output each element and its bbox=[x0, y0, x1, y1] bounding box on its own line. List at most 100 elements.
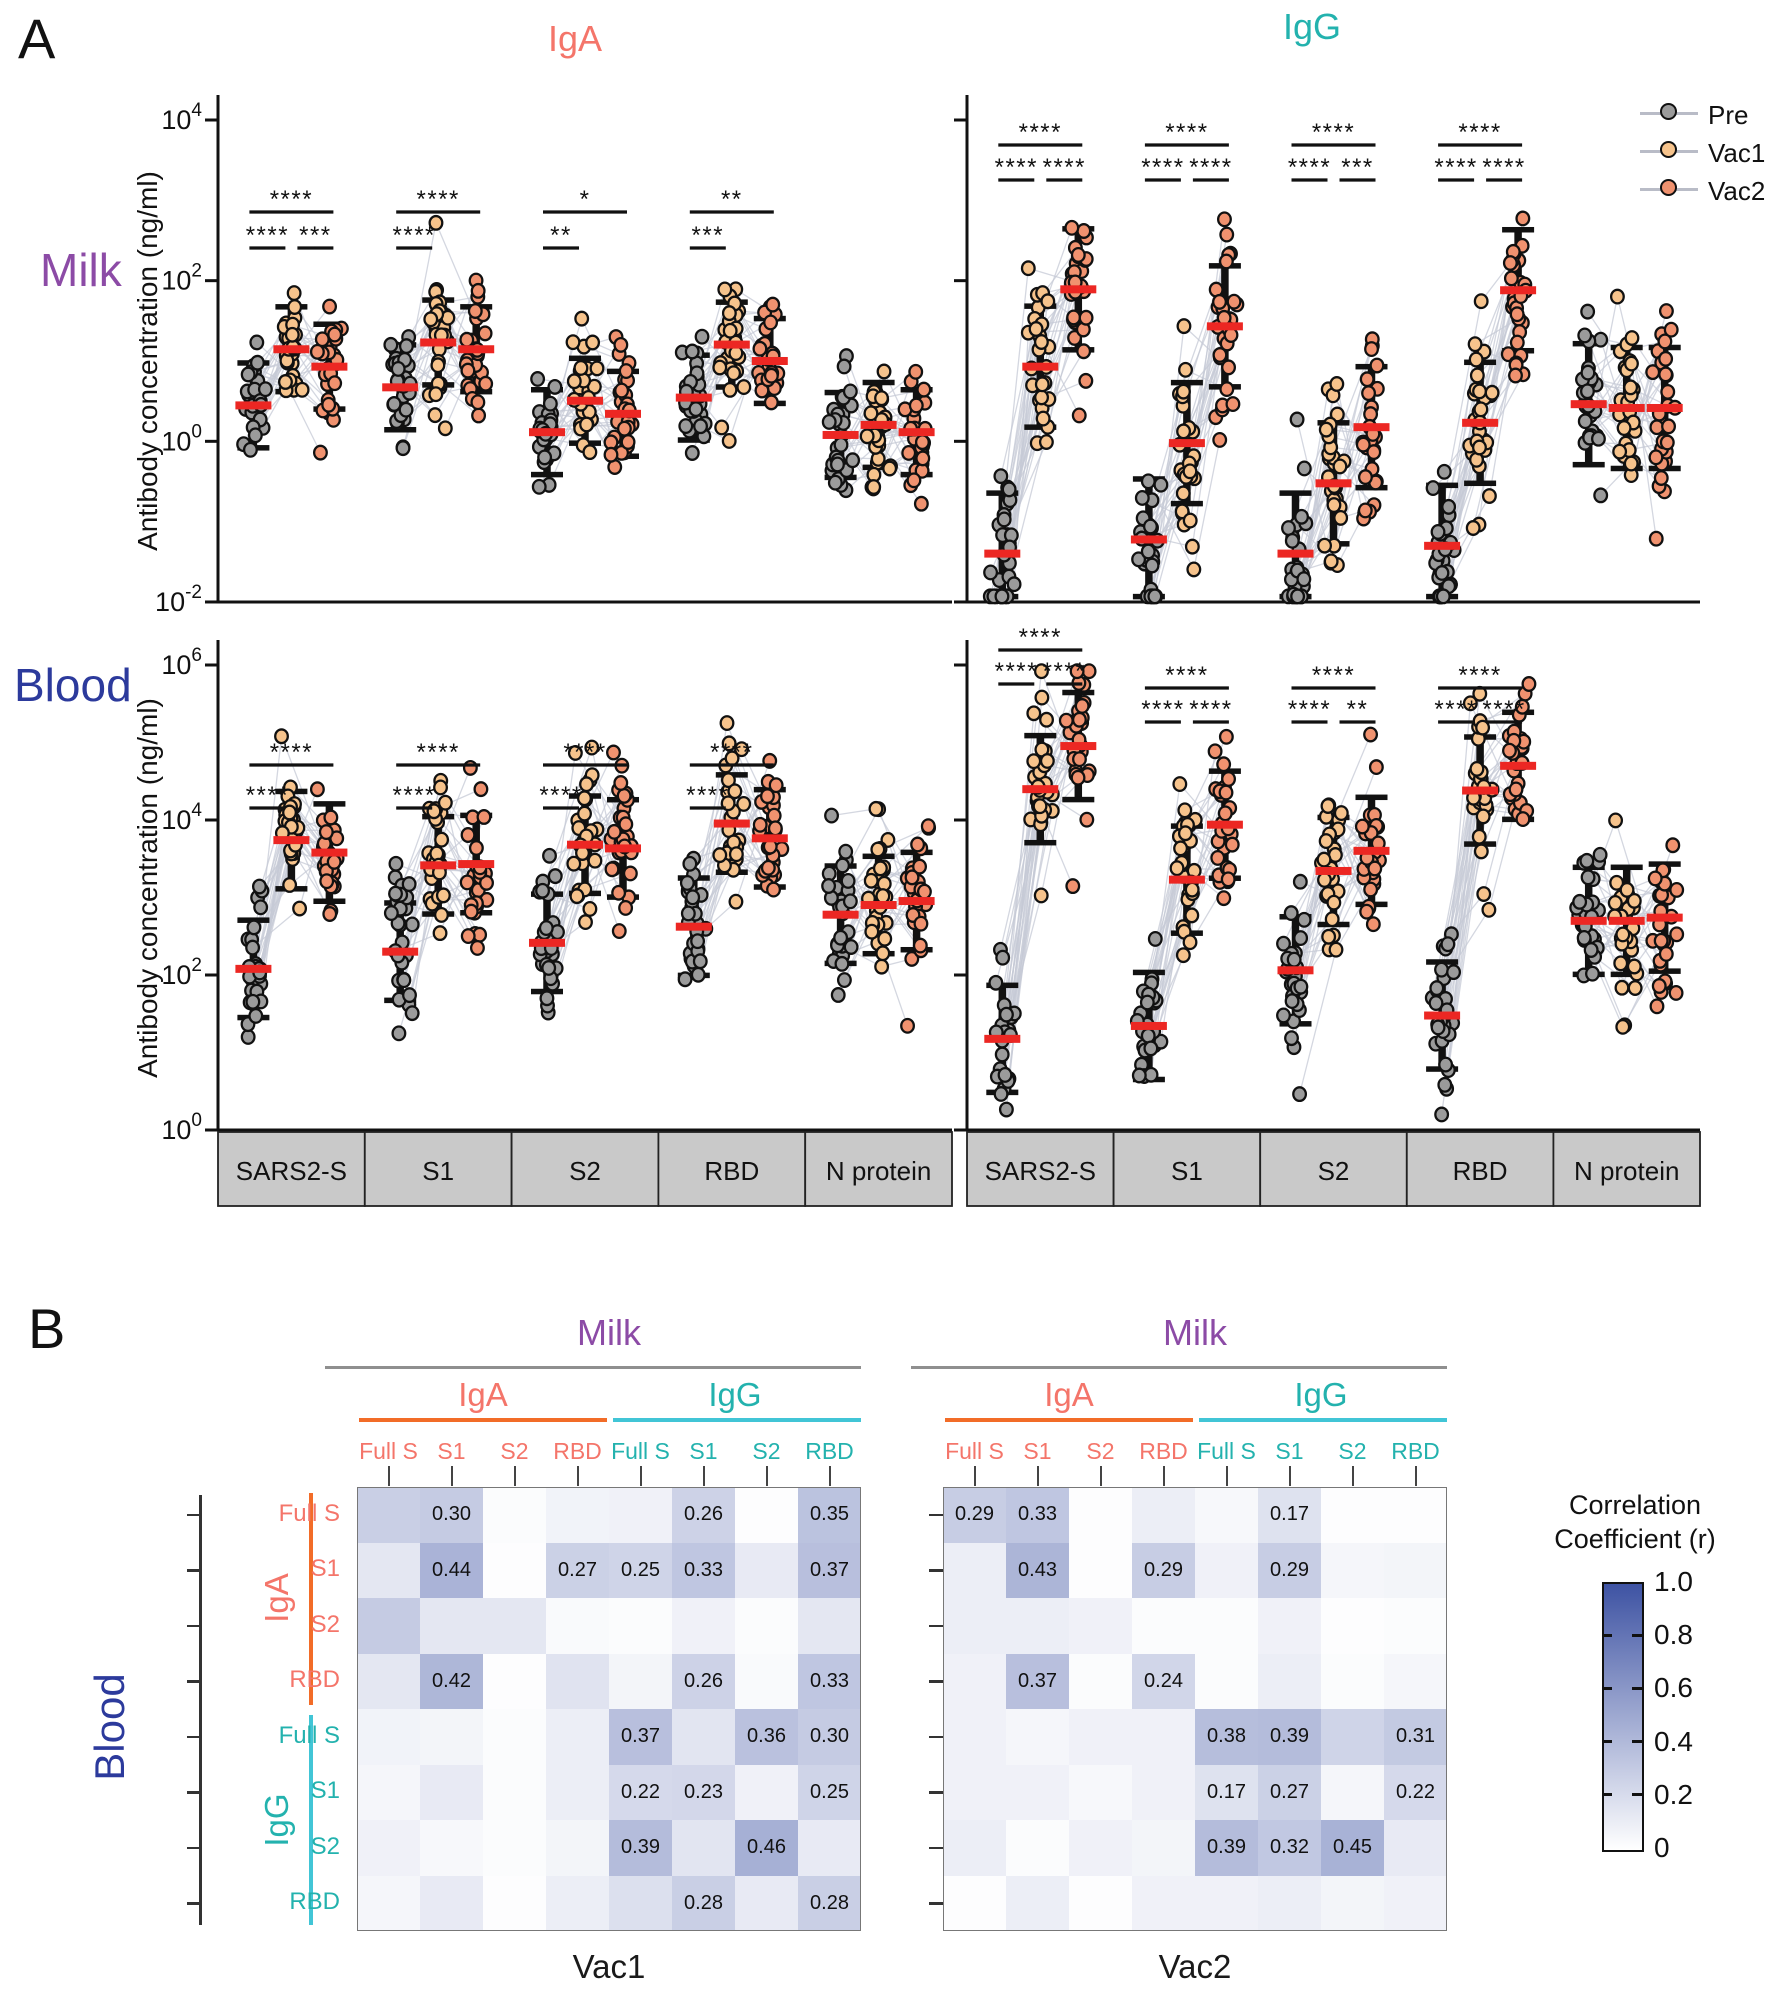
data-point bbox=[1290, 588, 1306, 605]
data-point bbox=[993, 1086, 1009, 1102]
whisker-cap bbox=[1024, 839, 1057, 846]
y-tick-label: 100 bbox=[161, 421, 202, 456]
median-bar bbox=[1646, 403, 1683, 412]
data-point bbox=[988, 974, 1004, 991]
data-point bbox=[1058, 712, 1074, 729]
median-bar bbox=[1462, 786, 1499, 795]
data-point bbox=[390, 361, 406, 377]
y-tick-label: 100 bbox=[161, 1110, 202, 1145]
heat-cell bbox=[943, 1542, 1006, 1598]
data-point bbox=[433, 779, 448, 796]
data-point bbox=[1659, 434, 1675, 451]
data-point bbox=[322, 906, 338, 922]
heat-cell bbox=[1195, 1542, 1258, 1598]
data-point bbox=[1296, 460, 1312, 477]
data-point bbox=[286, 285, 302, 302]
data-point bbox=[821, 878, 837, 894]
blood-axis-line bbox=[199, 1495, 202, 1925]
data-point bbox=[574, 310, 590, 327]
data-point bbox=[863, 405, 879, 422]
heat-cell bbox=[420, 1709, 483, 1765]
data-point bbox=[1624, 330, 1640, 346]
data-point bbox=[1435, 588, 1451, 605]
heat-col-label: RBD bbox=[805, 1438, 854, 1464]
data-point bbox=[1357, 469, 1373, 486]
median-bar bbox=[1315, 866, 1352, 875]
heat-cell: 0.26 bbox=[672, 1653, 735, 1709]
median-bar bbox=[1060, 742, 1097, 751]
data-point bbox=[1429, 980, 1445, 997]
data-point bbox=[690, 966, 706, 983]
heat-cell bbox=[357, 1764, 420, 1820]
data-point bbox=[1147, 588, 1163, 605]
data-point bbox=[470, 282, 486, 299]
data-point bbox=[1186, 561, 1202, 578]
row-igg-bracket-line bbox=[309, 1715, 313, 1925]
data-point bbox=[428, 386, 444, 403]
heatmap1-iga-header: IgA bbox=[458, 1376, 508, 1413]
data-point bbox=[1323, 553, 1339, 570]
median-bar bbox=[1022, 785, 1059, 794]
heat-cell: 0.25 bbox=[609, 1542, 672, 1598]
data-point bbox=[912, 937, 928, 954]
data-point bbox=[1585, 965, 1600, 982]
data-point bbox=[1368, 759, 1384, 776]
data-point bbox=[1318, 833, 1334, 850]
data-point bbox=[830, 456, 845, 473]
data-point bbox=[1284, 532, 1300, 549]
data-point bbox=[882, 460, 898, 477]
data-point bbox=[1294, 508, 1309, 525]
data-point bbox=[1502, 255, 1518, 271]
heatmap1-milk-title: Milk bbox=[577, 1312, 641, 1353]
sig-stars: **** bbox=[686, 782, 729, 809]
colorbar-tick bbox=[1632, 1686, 1642, 1690]
heat-col-tick bbox=[513, 1466, 516, 1486]
sig-stars: **** bbox=[1482, 696, 1525, 723]
data-point bbox=[1065, 878, 1081, 895]
sig-stars: **** bbox=[1141, 696, 1184, 723]
heat-col-tick bbox=[765, 1466, 768, 1486]
data-point bbox=[1503, 270, 1519, 287]
sig-stars: **** bbox=[1434, 696, 1477, 723]
heat-cell: 0.31 bbox=[1384, 1709, 1447, 1765]
data-point bbox=[613, 775, 629, 791]
data-point bbox=[1514, 698, 1530, 715]
data-point bbox=[830, 987, 846, 1003]
data-point bbox=[872, 860, 888, 877]
y-tick-label: 104 bbox=[161, 100, 202, 135]
data-point bbox=[843, 939, 859, 955]
heat-cell bbox=[483, 1598, 546, 1654]
data-point bbox=[1001, 481, 1017, 498]
median-bar bbox=[605, 409, 641, 418]
heat-cell bbox=[1069, 1709, 1132, 1765]
median-bar bbox=[529, 938, 565, 947]
median-bar bbox=[1424, 541, 1461, 550]
sig-stars: **** bbox=[1189, 696, 1232, 723]
heat-cell bbox=[1195, 1598, 1258, 1654]
data-point bbox=[579, 416, 595, 433]
data-point bbox=[840, 872, 856, 889]
data-point bbox=[1318, 421, 1334, 438]
median-bar bbox=[235, 964, 272, 973]
heat-cell bbox=[420, 1764, 483, 1820]
median-bar bbox=[1608, 916, 1645, 925]
sig-stars: **** bbox=[1165, 662, 1208, 689]
y-tick-exponent: 0 bbox=[191, 1110, 202, 1131]
data-point bbox=[1293, 978, 1309, 995]
data-point bbox=[859, 428, 875, 445]
heat-col-tick bbox=[1351, 1466, 1354, 1486]
heat-row-tick bbox=[929, 1902, 943, 1905]
data-point bbox=[1286, 951, 1302, 968]
heat-col-label: RBD bbox=[553, 1438, 602, 1464]
heat-cell bbox=[1321, 1653, 1384, 1709]
category-box-label: RBD bbox=[1453, 1156, 1508, 1186]
data-point bbox=[386, 396, 402, 412]
heat-col-label: S1 bbox=[437, 1438, 466, 1464]
data-point bbox=[460, 362, 476, 379]
heat-cell: 0.37 bbox=[609, 1709, 672, 1765]
heat-cell bbox=[1069, 1820, 1132, 1876]
heatmap1-igg-header: IgG bbox=[708, 1376, 762, 1413]
data-point bbox=[1217, 211, 1232, 228]
heat-cell bbox=[1195, 1487, 1258, 1543]
heat-cell bbox=[735, 1875, 798, 1931]
